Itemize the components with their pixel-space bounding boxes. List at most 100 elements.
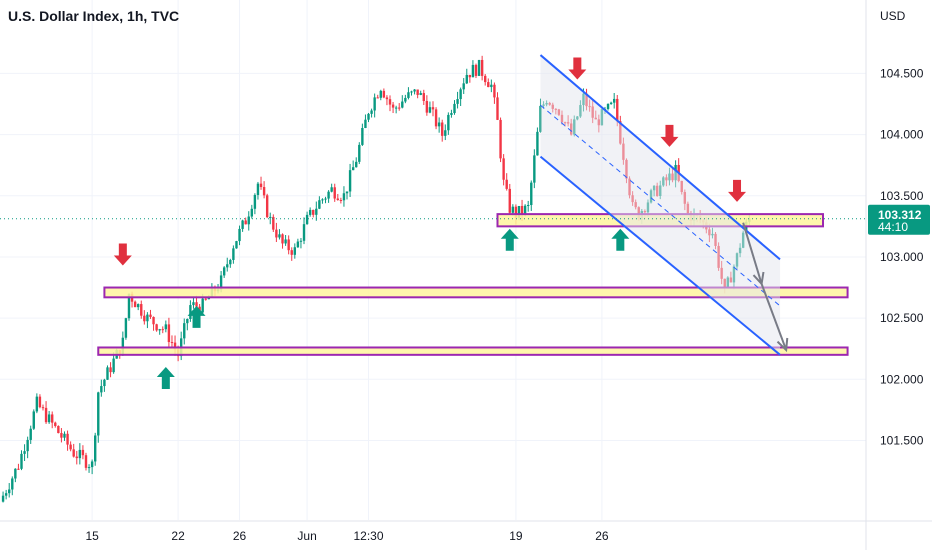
candle-body <box>247 216 250 225</box>
candle-body <box>186 318 189 324</box>
candle-body <box>57 425 60 434</box>
candle-body <box>60 433 63 438</box>
time-tick-label: 15 <box>85 529 99 543</box>
candle-body <box>616 98 619 122</box>
candle-body <box>330 187 333 192</box>
candle-body <box>272 216 275 230</box>
candle-body <box>41 407 45 409</box>
candle-body <box>66 433 69 445</box>
candle-body <box>480 59 484 76</box>
candle-body <box>235 241 238 249</box>
candle-body <box>241 220 244 229</box>
candle-body <box>379 90 382 98</box>
candle-body <box>511 206 515 213</box>
candle-body <box>526 205 530 207</box>
candle-body <box>468 74 472 78</box>
last-price-badge <box>868 204 930 235</box>
candle-body <box>361 127 364 145</box>
candle-body <box>155 324 158 331</box>
candle-body <box>97 392 100 436</box>
down-arrow-icon <box>660 124 679 147</box>
down-arrow-icon <box>728 179 747 202</box>
candle-body <box>222 267 226 276</box>
candle-body <box>265 195 269 218</box>
candle-body <box>244 220 247 225</box>
up-arrow-icon <box>500 228 519 251</box>
candle-body <box>536 131 539 156</box>
overlays <box>0 54 866 356</box>
candle-body <box>477 59 481 76</box>
candle-body <box>75 456 78 459</box>
candle-body <box>149 314 152 317</box>
candle-body <box>493 84 496 98</box>
candle-body <box>425 100 429 113</box>
candle-body <box>253 194 257 209</box>
time-tick-label: 26 <box>233 529 247 543</box>
candle-body <box>312 209 315 215</box>
candle-body <box>299 240 303 242</box>
candle-body <box>351 167 355 171</box>
candle-body <box>348 170 352 192</box>
up-arrow-icon <box>156 367 175 390</box>
candle-body <box>32 411 35 429</box>
candle-body <box>514 206 518 218</box>
candle-body <box>428 107 432 113</box>
candle-body <box>140 304 143 316</box>
candle-body <box>26 439 29 452</box>
candle-body <box>499 119 502 159</box>
candle-body <box>302 224 306 241</box>
candle-body <box>146 314 149 322</box>
candle-body <box>315 208 318 215</box>
candle-body <box>450 113 453 115</box>
candle-body <box>161 329 164 331</box>
up-arrow-icon <box>611 228 630 251</box>
candle-body <box>1 495 5 502</box>
candle-body <box>520 205 524 214</box>
candle-body <box>321 199 324 201</box>
candle-body <box>51 414 54 423</box>
candle-body <box>136 304 140 308</box>
candle-body <box>358 144 361 162</box>
candle-body <box>355 161 358 168</box>
candle-body <box>345 191 349 194</box>
candle-body <box>505 179 508 189</box>
support-zone-2 <box>97 346 849 356</box>
candle-body <box>17 468 20 470</box>
time-tick-label: 26 <box>595 529 609 543</box>
candle-body <box>170 342 174 344</box>
candle-body <box>167 324 171 343</box>
candle-body <box>342 193 346 201</box>
candle-body <box>192 302 195 306</box>
candle-body <box>484 75 487 83</box>
candle-body <box>38 396 42 408</box>
candle-body <box>8 489 11 494</box>
candle-body <box>63 433 66 438</box>
candle-body <box>416 89 419 95</box>
candle-body <box>269 216 272 218</box>
projection-arrowhead <box>776 337 789 353</box>
candle-body <box>398 107 401 109</box>
candle-body <box>262 187 266 196</box>
candle-body <box>84 455 88 468</box>
price-tick-label: 103.500 <box>880 189 924 203</box>
down-arrow-icon <box>113 243 132 266</box>
candle-body <box>339 199 343 201</box>
candle-body <box>336 198 340 200</box>
last-price-value: 103.312 <box>878 208 922 222</box>
price-axis-currency: USD <box>880 9 906 23</box>
price-tick-label: 104.500 <box>880 66 924 80</box>
candle-body <box>87 467 91 469</box>
channel-mid-line <box>540 104 781 307</box>
candle-body <box>490 84 493 88</box>
candle-body <box>364 119 367 128</box>
candle-body <box>327 191 330 199</box>
candle-body <box>308 209 312 215</box>
candle-body <box>69 444 72 450</box>
candle-body <box>474 64 478 76</box>
candle-body <box>127 293 131 319</box>
price-tick-label: 101.500 <box>880 433 924 447</box>
candle-body <box>106 367 109 380</box>
